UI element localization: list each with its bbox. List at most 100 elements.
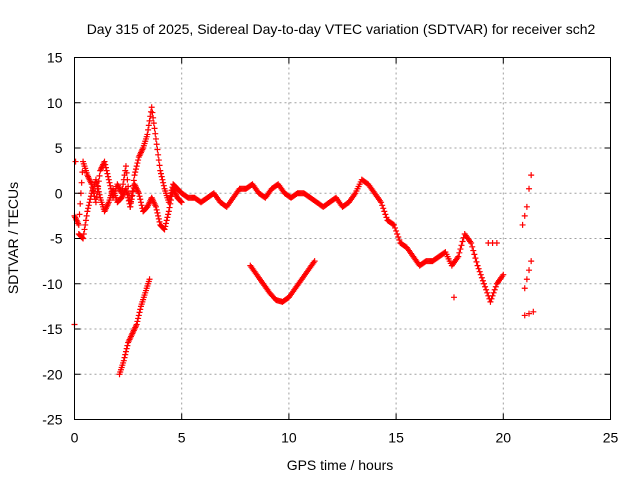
- main-band-trace: [96, 172, 103, 179]
- x-tick-label: 15: [388, 430, 404, 446]
- main-band-trace: [106, 179, 113, 186]
- u-arc-trace: [310, 259, 317, 266]
- late-segments-point: [528, 172, 535, 179]
- lower-band-trace: [137, 196, 144, 203]
- main-band-trace: [440, 250, 447, 257]
- y-tick-label: -25: [42, 412, 62, 428]
- main-band-trace: [469, 243, 476, 250]
- lower-band-point: [165, 208, 172, 215]
- late-segments-point: [526, 185, 533, 192]
- lower-band-trace: [82, 221, 89, 228]
- x-tick-label: 10: [281, 430, 297, 446]
- main-band-trace: [146, 117, 153, 124]
- u-arc-trace: [259, 279, 266, 286]
- main-band-trace: [104, 170, 111, 177]
- main-band-trace: [202, 196, 209, 203]
- main-band-trace: [470, 247, 477, 254]
- main-band-trace: [75, 220, 82, 227]
- rising-arc-trace: [128, 332, 135, 339]
- main-band-trace: [87, 179, 94, 186]
- lower-band-trace: [85, 205, 92, 212]
- main-band-trace: [379, 202, 386, 209]
- grid: [74, 57, 611, 420]
- y-tick-label: 5: [55, 140, 63, 156]
- lower-band-trace: [93, 179, 100, 186]
- late-segments-point: [519, 221, 526, 228]
- main-band-trace: [456, 249, 463, 256]
- lower-band-trace: [78, 233, 85, 240]
- main-band-trace: [133, 163, 140, 170]
- main-band-trace: [370, 188, 377, 195]
- late-segments-point: [521, 312, 528, 319]
- main-band-trace: [103, 167, 110, 174]
- lower-band-trace: [96, 191, 103, 198]
- lower-band-trace: [94, 182, 101, 189]
- main-band-trace: [155, 157, 162, 164]
- y-tick-label: -15: [42, 321, 62, 337]
- lower-band-trace: [130, 188, 137, 195]
- lower-band-trace: [163, 217, 170, 224]
- main-band-trace: [389, 221, 396, 228]
- main-band-trace: [388, 220, 395, 227]
- rising-arc-trace: [132, 322, 139, 329]
- lower-band-trace: [167, 200, 174, 207]
- main-band-trace: [182, 193, 189, 200]
- chart-title: Day 315 of 2025, Sidereal Day-to-day VTE…: [87, 21, 596, 37]
- late-segments-point: [526, 267, 533, 274]
- outliers-point: [72, 158, 79, 165]
- main-band-trace: [102, 164, 109, 171]
- main-band-trace: [78, 179, 85, 186]
- lower-band-trace: [80, 230, 87, 237]
- main-band-trace: [401, 243, 408, 250]
- main-band-point: [474, 262, 481, 269]
- lower-band-trace: [95, 185, 102, 192]
- main-band-trace: [380, 205, 387, 212]
- lower-band-trace: [167, 197, 174, 204]
- main-band-trace: [467, 238, 474, 245]
- lower-band-trace: [95, 188, 102, 195]
- main-band-trace: [83, 169, 90, 176]
- rising-arc-trace: [122, 351, 129, 358]
- lower-band-trace: [155, 212, 162, 219]
- main-band-point: [131, 172, 138, 179]
- rising-arc-trace: [123, 345, 130, 352]
- late-segments-point: [523, 276, 530, 283]
- main-band-trace: [143, 133, 150, 140]
- main-band-trace: [76, 211, 83, 218]
- lower-band-trace: [135, 188, 142, 195]
- rising-arc-trace: [141, 292, 148, 299]
- main-band-trace: [135, 157, 142, 164]
- lower-band-trace: [87, 193, 94, 200]
- y-axis-label: SDTVAR / TECUs: [5, 182, 21, 294]
- rising-arc-trace: [135, 312, 142, 319]
- main-band-trace: [77, 200, 84, 207]
- main-band-trace: [292, 191, 299, 198]
- lower-band-point: [84, 208, 91, 215]
- late-segments-point: [523, 203, 530, 210]
- rising-arc-trace: [122, 348, 129, 355]
- main-band-trace: [472, 255, 479, 262]
- axes: 0 5 10 15 20 25 15 10 5 0 -5 -10 -15 -20 -25: [42, 50, 618, 446]
- lower-band-trace: [156, 218, 163, 225]
- rising-arc-trace: [135, 315, 142, 322]
- lower-band-trace: [153, 206, 160, 213]
- main-band-trace: [229, 196, 236, 203]
- main-band-trace: [311, 197, 318, 204]
- lower-band-trace: [177, 197, 184, 204]
- main-band-trace: [120, 181, 127, 188]
- lower-band-trace: [152, 202, 159, 209]
- main-band-trace: [499, 273, 506, 280]
- lower-band-trace: [117, 196, 124, 203]
- main-band-trace: [476, 268, 483, 275]
- rising-arc-trace: [137, 306, 144, 313]
- main-band-trace: [488, 295, 495, 302]
- main-band-trace: [151, 125, 158, 132]
- main-band-trace: [420, 259, 427, 266]
- main-band-trace: [482, 283, 489, 290]
- rising-arc-trace: [124, 342, 131, 349]
- main-band-trace: [471, 251, 478, 258]
- main-band-trace: [394, 230, 401, 237]
- main-band-point: [152, 135, 159, 142]
- main-band-trace: [150, 114, 157, 121]
